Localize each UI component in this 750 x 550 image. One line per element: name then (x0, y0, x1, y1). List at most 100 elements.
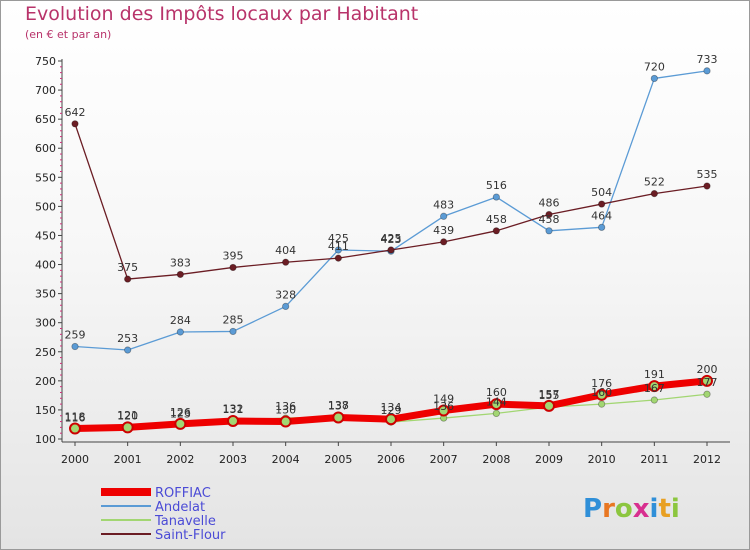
x-tick-label: 2007 (430, 453, 458, 466)
data-point (69, 422, 81, 435)
chart-subtitle: (en € et par an) (25, 28, 112, 41)
data-label: 404 (275, 244, 296, 257)
data-point (71, 120, 79, 128)
y-tick-label: 600 (35, 142, 56, 155)
data-label: 483 (433, 198, 454, 211)
data-label: 504 (591, 186, 612, 199)
data-point (490, 398, 503, 411)
x-tick-label: 2001 (114, 453, 142, 466)
data-label: 129 (381, 404, 402, 417)
data-label: 132 (223, 402, 244, 415)
logo-letter: i (650, 494, 659, 524)
data-label: 733 (697, 53, 718, 66)
data-label: 285 (223, 313, 244, 326)
data-label: 259 (65, 329, 86, 342)
data-label: 118 (65, 411, 86, 424)
data-point (440, 212, 448, 220)
logo-letter: x (633, 494, 650, 524)
y-tick-label: 450 (35, 229, 56, 242)
data-point (595, 388, 608, 401)
data-label: 328 (275, 288, 296, 301)
data-point (650, 189, 658, 198)
data-point (703, 390, 711, 398)
data-label: 411 (328, 240, 349, 253)
x-tick-label: 2004 (272, 453, 300, 466)
y-tick-label: 750 (35, 55, 56, 68)
data-point (124, 346, 132, 354)
data-label: 720 (644, 60, 665, 73)
logo-letter: r (602, 494, 615, 524)
data-point (176, 328, 184, 336)
data-point (703, 67, 711, 75)
data-label: 160 (591, 386, 612, 399)
data-point (648, 380, 661, 393)
data-label: 516 (486, 179, 507, 192)
y-tick-label: 550 (35, 171, 56, 184)
data-label: 200 (697, 363, 718, 376)
data-point (440, 238, 448, 246)
data-label: 522 (644, 176, 665, 189)
data-point (492, 227, 500, 235)
y-tick-label: 150 (35, 404, 56, 417)
data-label: 149 (433, 393, 454, 406)
y-tick-label: 500 (35, 200, 56, 213)
data-label: 464 (591, 209, 612, 222)
data-point (598, 223, 606, 231)
data-point (598, 200, 606, 208)
data-label: 123 (170, 408, 191, 421)
data-point (279, 415, 292, 428)
data-label: 167 (644, 382, 665, 395)
data-point (387, 246, 395, 254)
y-tick-label: 250 (35, 346, 56, 359)
data-point (229, 263, 237, 272)
y-tick-label: 400 (35, 259, 56, 272)
legend-label: Tanavelle (154, 514, 216, 529)
x-tick-label: 2010 (588, 453, 616, 466)
y-tick-label: 300 (35, 317, 56, 330)
data-label: 136 (433, 400, 454, 413)
chart-title: Evolution des Impôts locaux par Habitant (25, 3, 419, 25)
data-point (598, 400, 606, 408)
data-label: 176 (591, 377, 612, 390)
data-point (121, 421, 134, 434)
y-tick-label: 650 (35, 113, 56, 126)
data-point (703, 182, 711, 190)
x-tick-label: 2000 (61, 453, 89, 466)
x-tick-label: 2008 (482, 453, 510, 466)
data-label: 486 (539, 197, 560, 210)
data-label: 535 (697, 168, 718, 181)
x-tick-label: 2002 (166, 453, 194, 466)
data-label: 458 (539, 213, 560, 226)
data-point (71, 342, 79, 351)
x-tick-label: 2003 (219, 453, 247, 466)
y-tick-label: 200 (35, 375, 56, 388)
data-point (124, 275, 132, 283)
data-point (334, 254, 342, 262)
data-label: 423 (381, 233, 402, 246)
series-line-andelat (74, 70, 708, 351)
data-label: 177 (697, 376, 718, 389)
data-label: 458 (486, 213, 507, 226)
x-tick-label: 2006 (377, 453, 405, 466)
data-label: 425 (328, 232, 349, 245)
data-label: 136 (275, 400, 296, 413)
data-point (492, 193, 500, 201)
x-tick-label: 2005 (324, 453, 352, 466)
x-tick-label: 2011 (640, 453, 668, 466)
chart-axes: 100 150 200 250 300 350 400 450 500 550 600 650 700 7… (35, 55, 730, 466)
data-label: 284 (170, 314, 191, 327)
data-point (227, 414, 239, 427)
data-label: 191 (644, 368, 665, 381)
data-label: 160 (486, 386, 507, 399)
data-point (545, 227, 553, 235)
data-label: 131 (223, 403, 244, 416)
data-label: 144 (486, 395, 507, 408)
data-label: 157 (539, 388, 560, 401)
x-tick-label: 2009 (535, 453, 563, 466)
legend-label: ROFFIAC (155, 486, 211, 501)
data-label: 375 (117, 261, 138, 274)
data-label: 425 (381, 232, 402, 245)
